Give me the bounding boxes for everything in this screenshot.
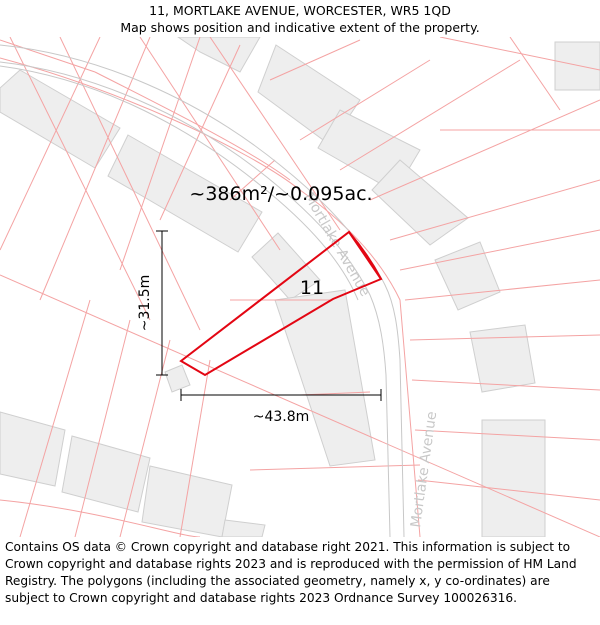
- height-dimension-label: ~31.5m: [137, 275, 153, 332]
- buildings: [0, 37, 600, 537]
- area-label: ~386m²/~0.095ac.: [189, 183, 372, 205]
- property-address: 11, MORTLAKE AVENUE, WORCESTER, WR5 1QD: [149, 3, 451, 18]
- measurement-lines: [156, 230, 382, 401]
- plot-number: 11: [300, 277, 324, 299]
- road-edges: [0, 44, 405, 537]
- map-subtitle: Map shows position and indicative extent…: [120, 20, 480, 35]
- width-dimension-label: ~43.8m: [253, 409, 310, 425]
- map-header: 11, MORTLAKE AVENUE, WORCESTER, WR5 1QD …: [0, 2, 600, 36]
- property-map[interactable]: Mortlake Avenue Mortlake Avenue ~386m²/~…: [0, 37, 600, 537]
- copyright-notice: Contains OS data © Crown copyright and d…: [5, 540, 577, 605]
